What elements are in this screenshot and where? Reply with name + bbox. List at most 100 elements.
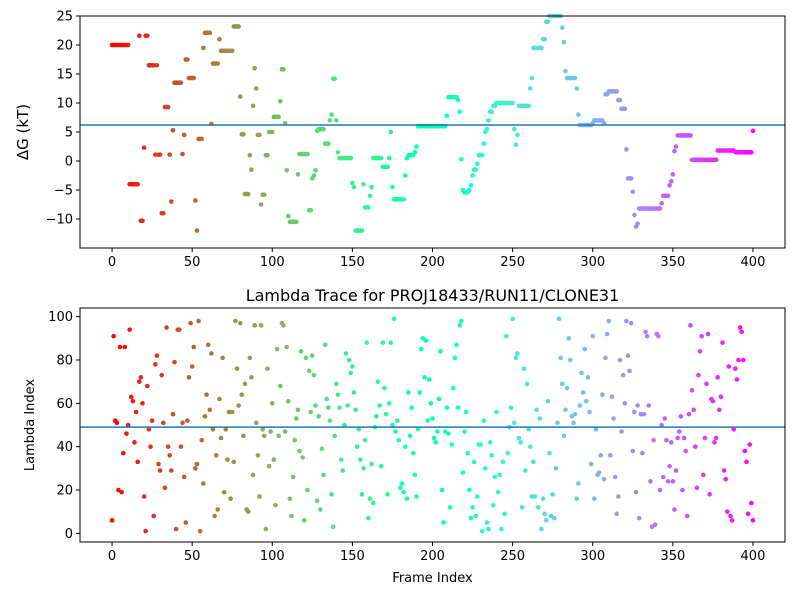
data-point — [135, 181, 140, 187]
data-point — [600, 392, 605, 397]
data-point — [199, 136, 205, 142]
data-point — [282, 429, 288, 434]
data-point — [502, 511, 507, 517]
data-point — [592, 496, 597, 501]
data-point — [343, 351, 349, 356]
data-point — [414, 494, 419, 499]
data-point — [340, 468, 346, 473]
data-point — [441, 520, 447, 525]
lambda-trace-y-axis-label: Lambda Index — [23, 379, 38, 472]
data-point — [571, 420, 576, 426]
data-point — [399, 481, 405, 486]
data-point — [281, 323, 286, 328]
data-point — [388, 129, 394, 135]
data-point — [239, 392, 245, 397]
delta-g-x-ticks: 0 50 100 150 200 250 300 350 400 — [108, 248, 765, 270]
data-point — [747, 442, 753, 447]
data-point — [225, 457, 230, 462]
data-point — [425, 418, 430, 423]
data-point — [382, 385, 387, 391]
data-point — [720, 340, 725, 345]
data-point — [242, 381, 248, 387]
data-point — [529, 75, 535, 81]
data-point — [253, 86, 259, 91]
data-point — [334, 118, 339, 123]
data-point — [277, 98, 283, 104]
data-point — [676, 429, 682, 434]
data-point — [178, 80, 184, 85]
data-point — [146, 427, 152, 432]
data-point — [359, 228, 365, 233]
data-point — [305, 151, 310, 157]
data-point — [625, 353, 631, 358]
data-point — [438, 349, 443, 354]
data-point — [136, 33, 142, 39]
data-point — [236, 24, 241, 29]
data-point — [657, 487, 663, 493]
data-point — [409, 405, 414, 410]
data-point — [173, 526, 179, 532]
data-point — [194, 228, 200, 233]
data-point — [161, 210, 166, 216]
data-point — [191, 75, 197, 81]
data-point — [180, 420, 185, 426]
x-tick-label: 0 — [108, 255, 116, 270]
data-point — [473, 513, 479, 519]
data-point — [627, 368, 632, 374]
y-tick-label: 80 — [56, 354, 73, 369]
data-point — [367, 496, 373, 501]
data-point — [643, 329, 648, 335]
data-point — [574, 496, 579, 501]
data-point — [295, 407, 301, 413]
data-point — [494, 409, 499, 415]
data-point — [518, 440, 523, 445]
data-point — [640, 450, 645, 456]
data-point — [702, 435, 708, 441]
data-point — [359, 492, 365, 497]
data-point — [715, 375, 720, 380]
data-point — [324, 396, 330, 402]
data-point — [665, 479, 671, 484]
data-point — [668, 440, 674, 445]
data-point — [215, 61, 221, 66]
data-point — [678, 414, 684, 419]
data-point — [553, 466, 559, 471]
data-point — [366, 205, 371, 210]
y-tick-label: 0 — [65, 155, 73, 170]
data-point — [479, 528, 485, 534]
data-point — [519, 505, 525, 510]
data-point — [136, 379, 142, 384]
data-point — [707, 492, 712, 497]
data-point — [361, 466, 366, 471]
x-tick-label: 0 — [108, 549, 116, 564]
data-point — [582, 346, 588, 352]
data-point — [412, 472, 418, 478]
data-point — [635, 221, 640, 226]
data-point — [539, 526, 544, 532]
data-point — [193, 198, 198, 203]
data-point — [183, 520, 189, 525]
data-point — [467, 487, 472, 493]
delta-g-points — [109, 13, 756, 233]
data-point — [114, 420, 120, 426]
y-tick-label: 5 — [65, 126, 73, 141]
data-point — [673, 144, 679, 149]
data-point — [491, 502, 496, 508]
data-point — [580, 390, 586, 395]
data-point — [249, 375, 254, 380]
data-point — [630, 448, 636, 454]
data-point — [402, 444, 408, 449]
data-point — [273, 502, 278, 508]
x-tick-label: 250 — [500, 549, 525, 564]
data-point — [668, 179, 674, 184]
data-point — [245, 509, 251, 514]
data-point — [374, 414, 379, 419]
data-point — [749, 150, 754, 155]
data-point — [209, 351, 214, 356]
data-point — [422, 375, 427, 380]
data-point — [593, 427, 599, 432]
data-point — [572, 75, 578, 81]
data-point — [351, 184, 357, 190]
data-point — [537, 416, 543, 421]
data-point — [201, 45, 206, 51]
